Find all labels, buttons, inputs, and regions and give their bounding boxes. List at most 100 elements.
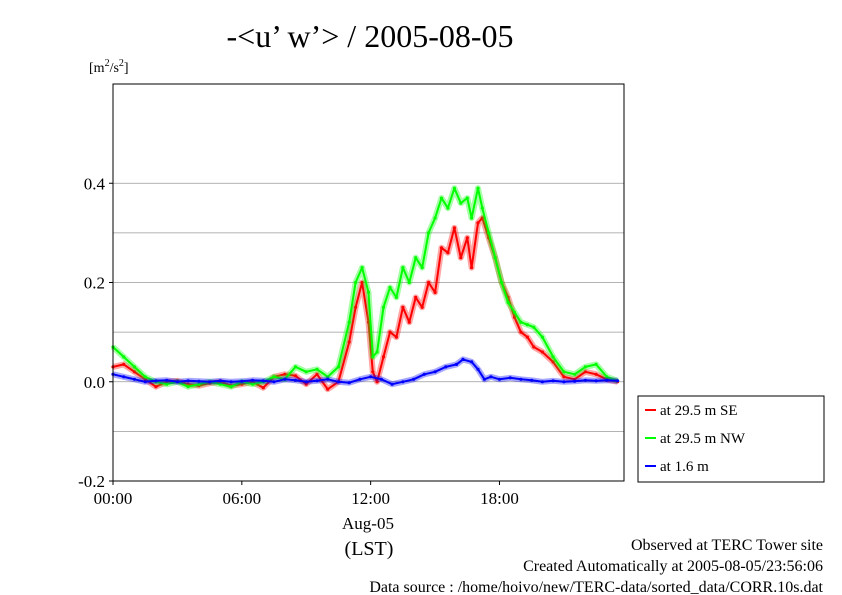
series-1-point bbox=[401, 266, 405, 270]
series-0-point bbox=[315, 372, 319, 376]
series-2-point bbox=[519, 377, 523, 381]
series-0-point bbox=[240, 382, 244, 386]
series-1-point bbox=[251, 382, 255, 386]
series-0-point bbox=[433, 290, 437, 294]
legend-box bbox=[637, 395, 825, 483]
x-tick-label: 06:00 bbox=[222, 489, 261, 508]
series-1-point bbox=[605, 375, 609, 379]
series-1-point bbox=[519, 320, 523, 324]
series-0-point bbox=[562, 375, 566, 379]
series-1-point bbox=[480, 206, 484, 210]
series-1-point bbox=[272, 375, 276, 379]
series-0-point bbox=[261, 386, 265, 390]
series-2-point bbox=[422, 372, 426, 376]
series-2-point bbox=[433, 370, 437, 374]
series-0-point bbox=[304, 382, 308, 386]
series-0-point bbox=[326, 387, 330, 391]
series-1-point bbox=[500, 280, 504, 285]
series-0-point bbox=[532, 345, 536, 349]
series-0-point bbox=[439, 246, 444, 250]
series-1-point bbox=[414, 256, 418, 260]
series-0-point bbox=[476, 221, 480, 225]
y-tick-label: 0.0 bbox=[84, 373, 105, 392]
series-0-line bbox=[112, 217, 618, 391]
series-2-point bbox=[476, 367, 480, 371]
series-1-point bbox=[532, 325, 536, 329]
series-2-point bbox=[605, 378, 609, 382]
series-1-point bbox=[420, 266, 424, 270]
series-2-point bbox=[358, 377, 362, 381]
series-1-point bbox=[375, 350, 379, 354]
series-0-point bbox=[143, 377, 147, 381]
series-1-point bbox=[381, 305, 386, 309]
series-1-point bbox=[583, 365, 588, 369]
series-1-point bbox=[525, 323, 530, 327]
series-2-point bbox=[154, 379, 158, 383]
series-0-point bbox=[407, 320, 411, 324]
series-2-point bbox=[218, 379, 222, 383]
series-1-point bbox=[573, 372, 577, 376]
series-1-point bbox=[594, 362, 598, 366]
series-0-point bbox=[583, 370, 588, 374]
series-0-point bbox=[371, 370, 375, 374]
series-2-point bbox=[583, 378, 588, 382]
series-0-point bbox=[465, 236, 469, 240]
series-1-point bbox=[476, 186, 480, 190]
chart-title: -<u’ w’> / 2005-08-05 bbox=[227, 18, 514, 54]
series-1-point bbox=[354, 280, 358, 285]
series-1-point bbox=[433, 216, 437, 220]
series-2-point bbox=[208, 380, 212, 384]
series-1-point bbox=[540, 335, 545, 339]
series-0-point bbox=[375, 380, 379, 384]
series-0-point bbox=[480, 216, 484, 220]
series-0-point bbox=[283, 372, 287, 376]
series-2-point bbox=[489, 375, 493, 379]
series-2-point bbox=[369, 375, 373, 379]
series-2-point bbox=[594, 379, 598, 383]
series-2-point bbox=[412, 377, 416, 381]
footer-created: Created Automatically at 2005-08-05/23:5… bbox=[523, 558, 823, 575]
series-2-point bbox=[293, 378, 298, 382]
series-1-point bbox=[512, 310, 517, 314]
x-tick-label: 12:00 bbox=[351, 489, 390, 508]
series-1-point bbox=[446, 206, 450, 210]
series-2-point bbox=[508, 376, 512, 380]
series-1-point bbox=[562, 370, 566, 374]
series-0-point bbox=[594, 372, 598, 376]
series-1-point bbox=[452, 186, 456, 190]
series-2-point bbox=[616, 379, 620, 383]
series-1-point bbox=[506, 300, 510, 304]
series-2-point bbox=[304, 380, 308, 384]
series-2-line bbox=[112, 358, 618, 386]
series-2-point bbox=[461, 357, 465, 361]
x-axis-label: (LST) bbox=[345, 538, 394, 560]
legend: at 29.5 m SE at 29.5 m NW at 1.6 m bbox=[637, 395, 825, 483]
series-0-point bbox=[381, 355, 386, 359]
series-2-point bbox=[315, 379, 319, 383]
footer-source: Data source : /home/hoivo/new/TERC-data/… bbox=[369, 579, 823, 595]
series-2-point bbox=[347, 381, 351, 385]
y-tick-label: -0.2 bbox=[78, 472, 105, 491]
series-2-point bbox=[132, 377, 137, 381]
series-1-point bbox=[439, 196, 444, 200]
series-0-point bbox=[427, 280, 431, 285]
series-2-point bbox=[283, 377, 287, 381]
series-2-point bbox=[197, 379, 201, 383]
series-1-point bbox=[487, 231, 491, 235]
series-2-point bbox=[122, 375, 126, 379]
footer-observed: Observed at TERC Tower site bbox=[631, 537, 823, 554]
y-tick-label: 0.4 bbox=[84, 174, 106, 193]
series-1-point bbox=[197, 382, 201, 386]
series-1-point bbox=[394, 295, 398, 299]
series-1-point bbox=[371, 355, 375, 359]
series-2-point bbox=[251, 378, 255, 382]
series-layer bbox=[110, 185, 620, 393]
series-1-point bbox=[407, 280, 411, 285]
series-0-point bbox=[360, 280, 364, 285]
series-2-point bbox=[272, 380, 276, 384]
x-tick-label: 00:00 bbox=[94, 489, 133, 508]
series-0-point bbox=[540, 350, 545, 354]
series-2-point bbox=[497, 377, 502, 381]
series-1-point bbox=[493, 256, 497, 260]
series-1-point bbox=[465, 196, 469, 200]
